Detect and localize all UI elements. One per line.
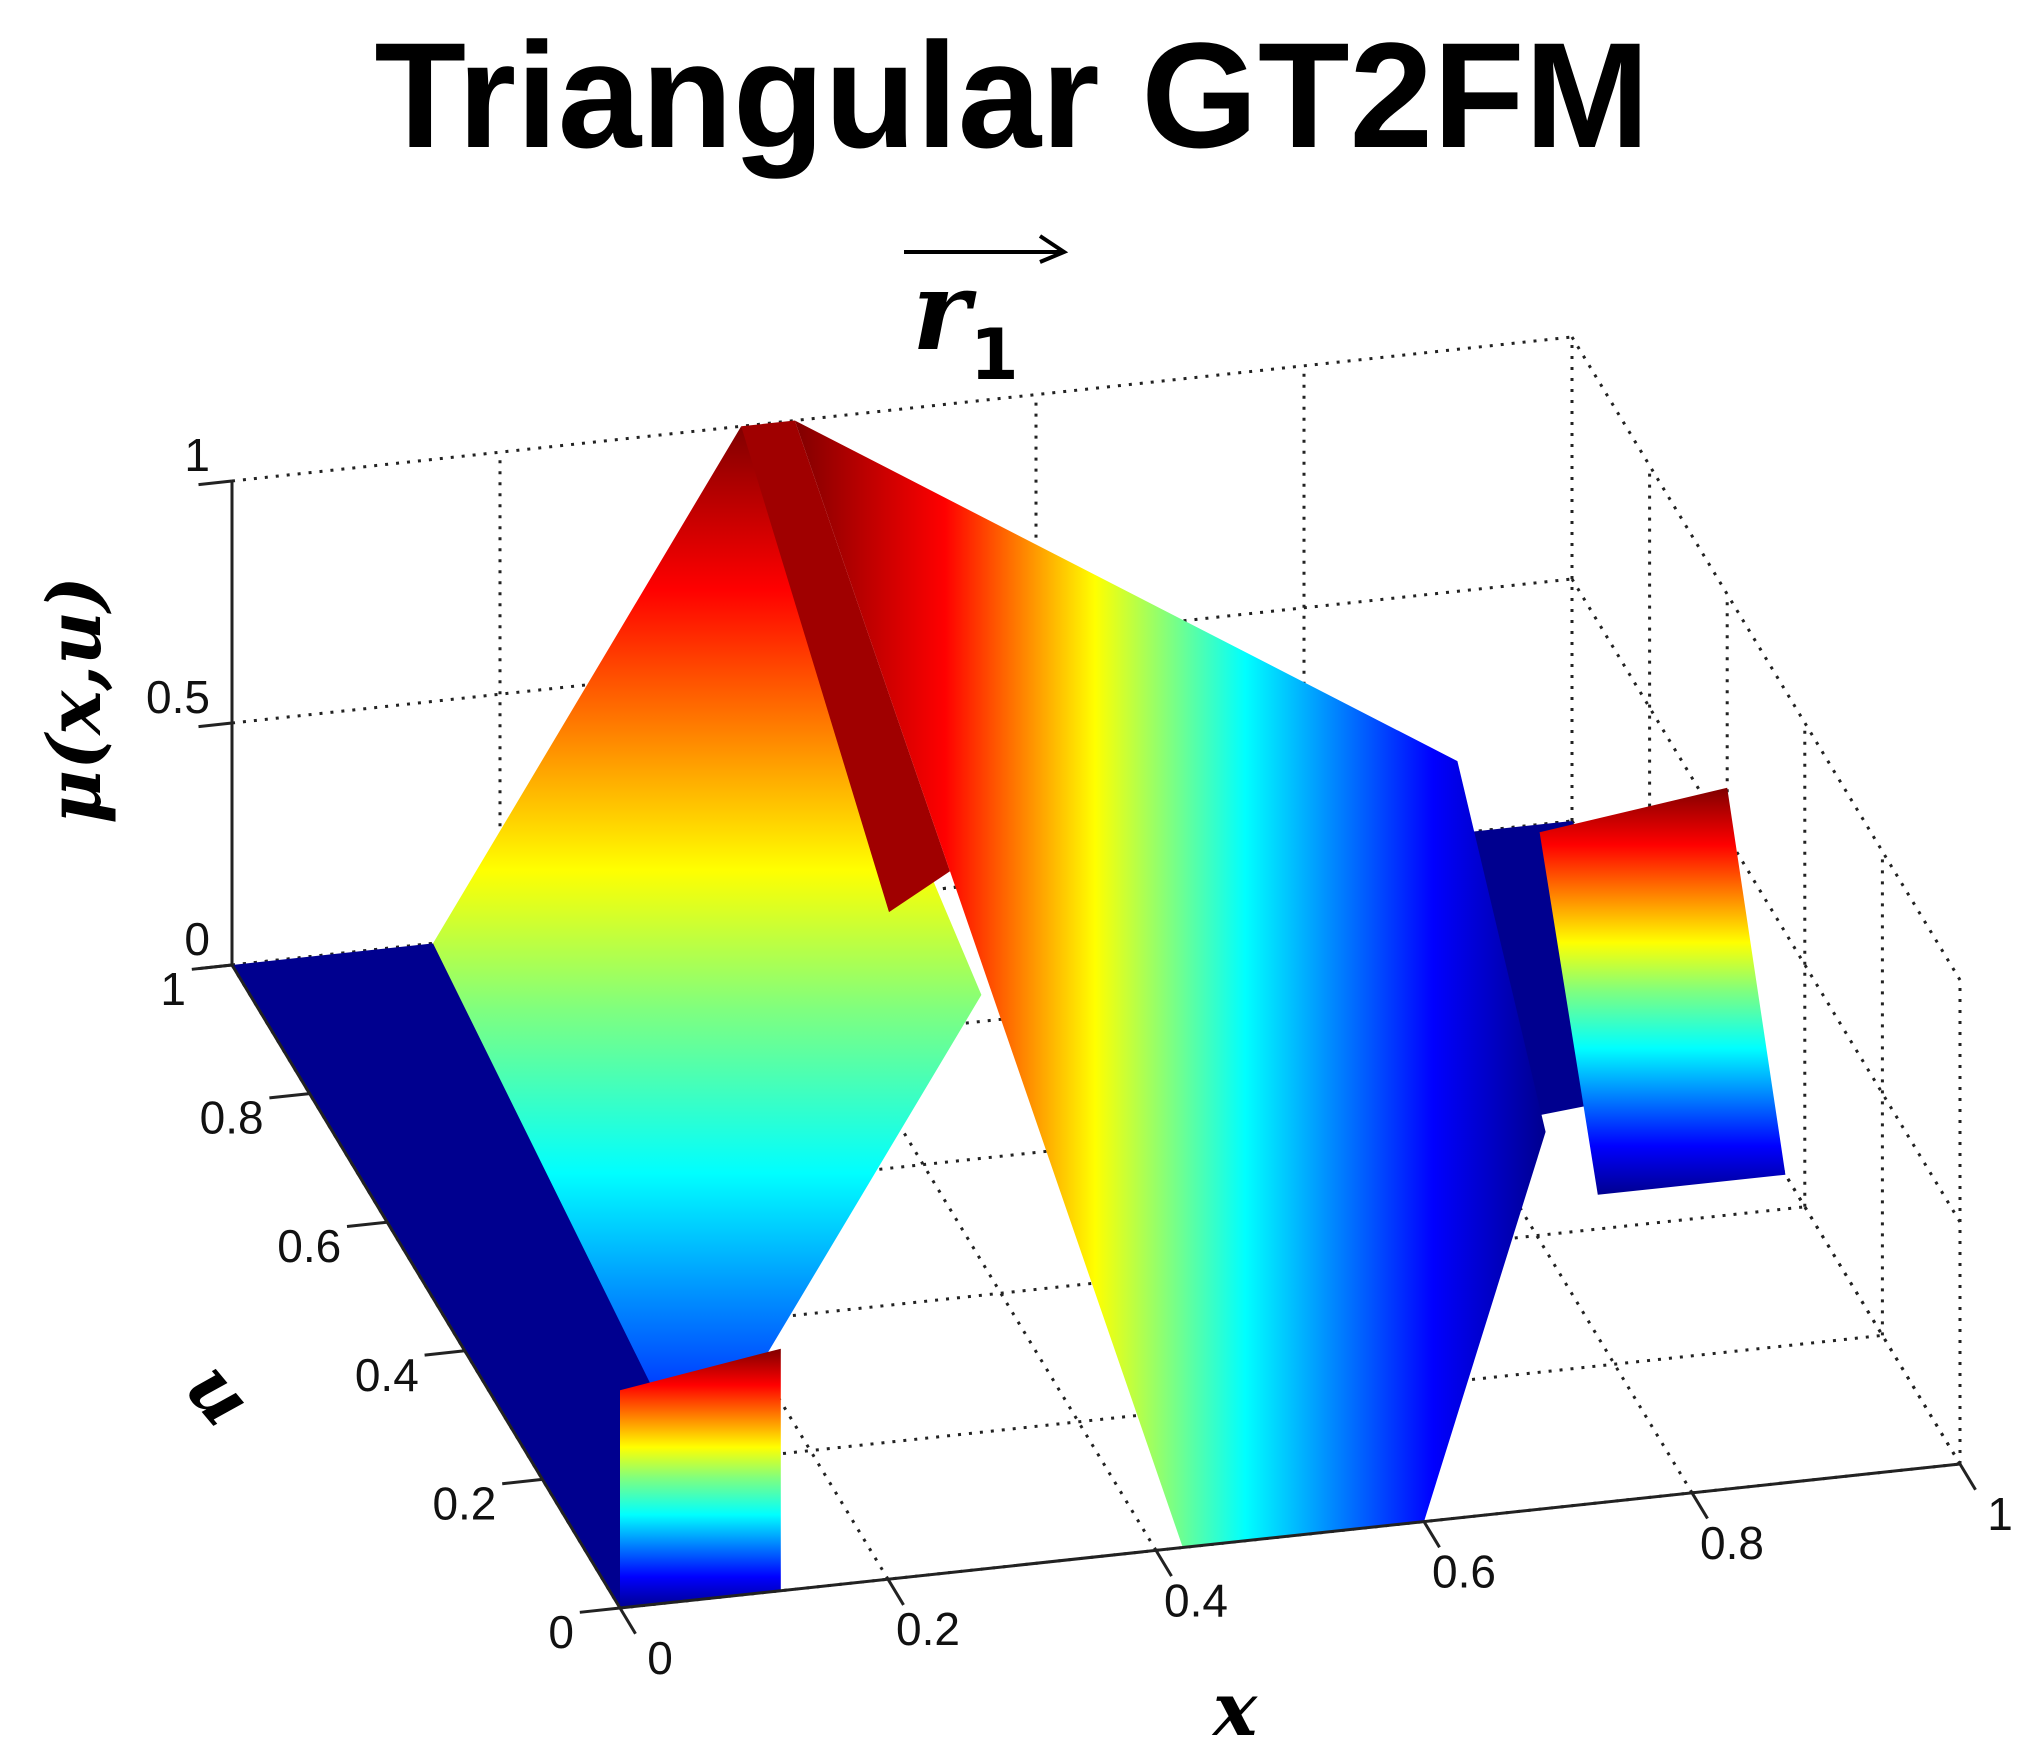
z-tick-mark <box>199 723 233 727</box>
x-tick-mark <box>888 1579 904 1605</box>
x-tick-mark <box>620 1608 636 1634</box>
z-tick-label: 0.5 <box>146 671 210 723</box>
z-axis-label: μ(x,u) <box>32 576 118 824</box>
u-tick-mark <box>580 1608 620 1612</box>
x-tick-label: 0.8 <box>1700 1517 1764 1569</box>
x-tick-label: 1 <box>1987 1488 2013 1540</box>
x-tick-mark <box>1960 1464 1976 1490</box>
u-tick-label: 0 <box>548 1606 574 1658</box>
right-band <box>1540 788 1786 1195</box>
u-tick-mark <box>502 1479 542 1483</box>
z-tick-label: 0 <box>184 913 210 965</box>
x-tick-mark <box>1156 1550 1172 1576</box>
x-tick-label: 0.6 <box>1432 1546 1496 1598</box>
z-tick-mark <box>199 965 233 969</box>
u-tick-label: 0.2 <box>432 1477 496 1529</box>
x-axis-label: x <box>1211 1667 1258 1753</box>
u-tick-label: 0.4 <box>355 1349 419 1401</box>
x-tick-mark <box>1424 1522 1440 1548</box>
u-tick-label: 0.8 <box>200 1092 264 1144</box>
z-tick-label: 1 <box>184 429 210 481</box>
u-tick-label: 0.6 <box>277 1220 341 1272</box>
x-tick-label: 0.2 <box>896 1603 960 1655</box>
x-tick-label: 0 <box>647 1632 673 1684</box>
u-axis-label: u <box>169 1346 269 1443</box>
x-tick-mark <box>1692 1493 1708 1519</box>
u-tick-label: 1 <box>160 963 186 1015</box>
front-wall-left <box>620 1349 781 1608</box>
u-tick-mark <box>269 1094 309 1098</box>
z-tick-mark <box>199 481 233 485</box>
u-tick-mark <box>425 1351 465 1355</box>
x-tick-label: 0.4 <box>1164 1574 1228 1626</box>
surface <box>232 421 1785 1609</box>
grid-line <box>232 337 1572 481</box>
u-tick-mark <box>347 1222 387 1226</box>
